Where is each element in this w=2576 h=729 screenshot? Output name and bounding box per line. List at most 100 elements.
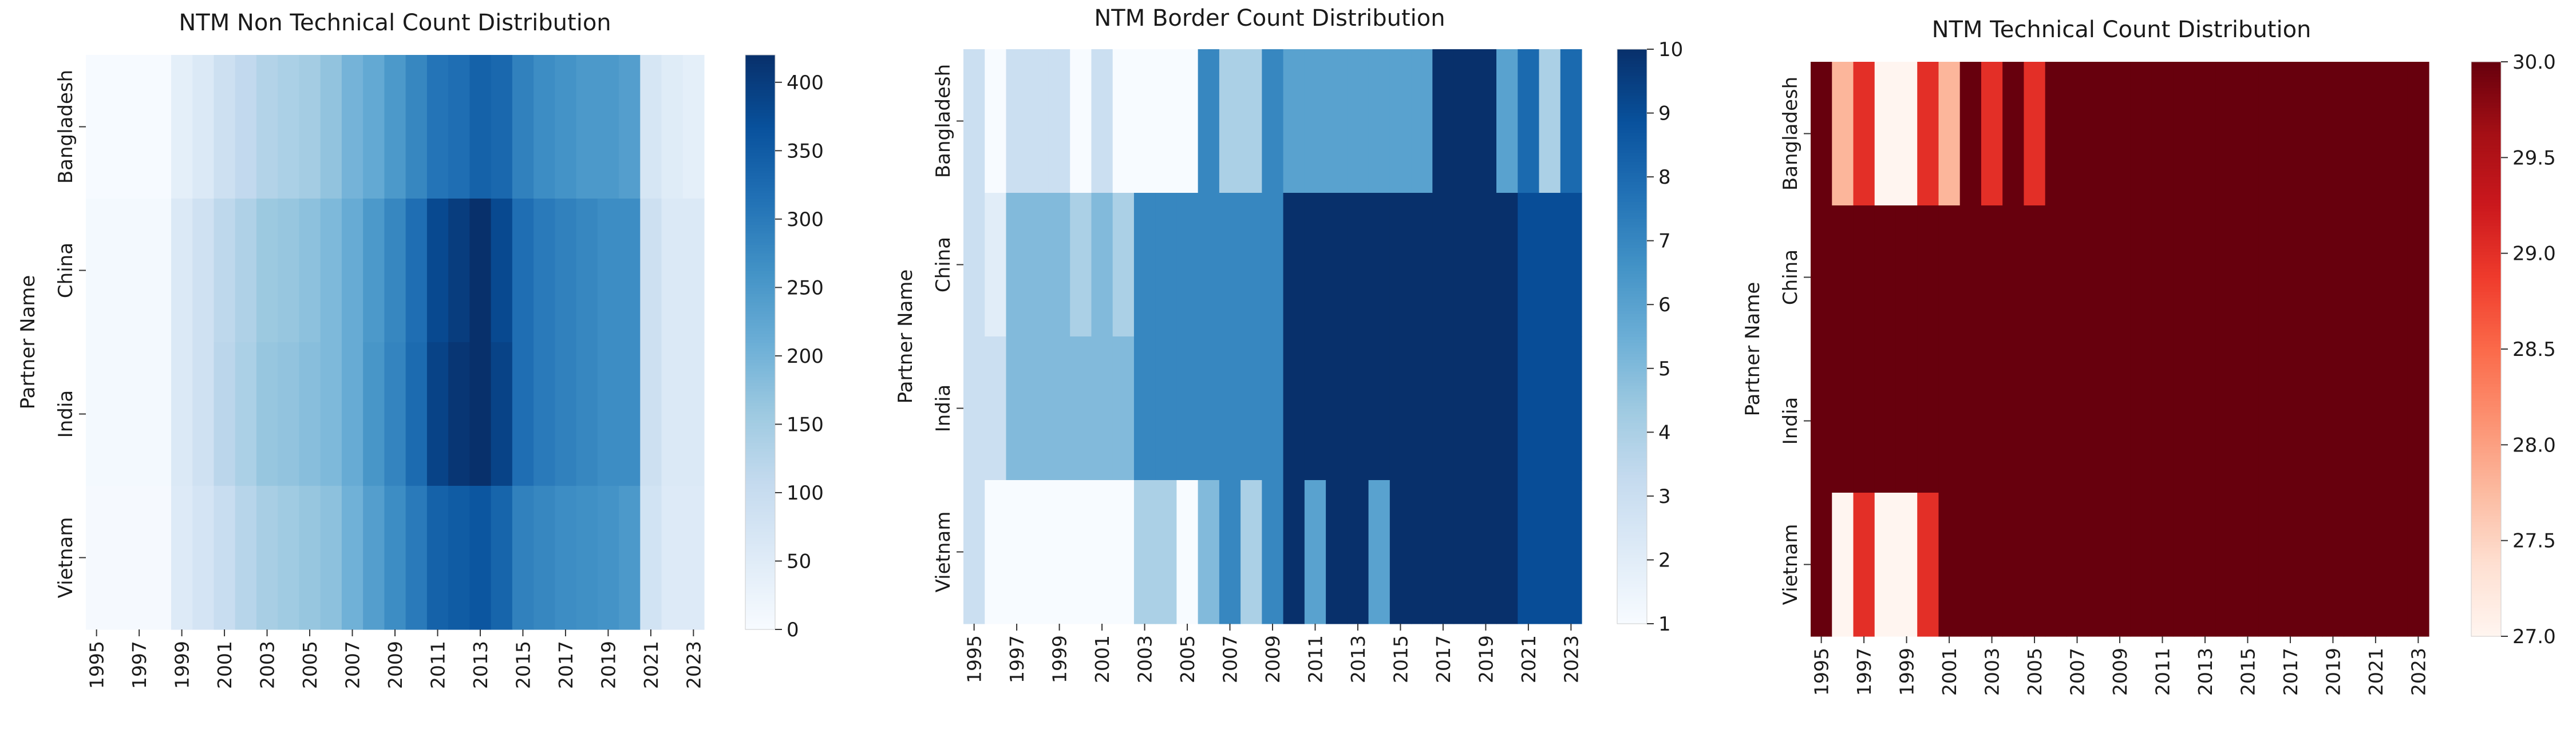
colorbar-segment (745, 319, 775, 323)
colorbar-segment (745, 204, 775, 208)
heatmap-cell (1112, 480, 1135, 624)
colorbar-segment (1617, 138, 1647, 142)
colorbar-segment (745, 239, 775, 243)
heatmap-cell (2301, 205, 2323, 350)
colorbar-segment (745, 566, 775, 570)
colorbar-segment (1617, 483, 1647, 486)
heatmap-cell (192, 486, 215, 630)
y-tick-label: Vietnam (54, 517, 77, 599)
colorbar-segment (745, 368, 775, 371)
colorbar-segment (1617, 296, 1647, 300)
y-axis-label: Partner Name (1741, 282, 1764, 417)
heatmap-cell (2237, 62, 2259, 206)
colorbar-segment (1617, 58, 1647, 61)
heatmap-cell (2279, 205, 2302, 350)
heatmap-cell (512, 486, 534, 630)
colorbar-segment (745, 169, 775, 173)
heatmap-cell (320, 55, 342, 199)
colorbar-segment (745, 442, 775, 446)
heatmap-cell (1304, 480, 1326, 624)
colorbar-segment (745, 304, 775, 308)
heatmap-cell (963, 49, 985, 193)
colorbar-segment (1617, 612, 1647, 616)
colorbar-segment (745, 397, 775, 401)
y-tick-label: Bangladesh (54, 70, 77, 184)
colorbar-segment (745, 115, 775, 119)
heatmap-cell (1347, 480, 1369, 624)
colorbar-segment (1617, 256, 1647, 260)
colorbar-segment (2471, 193, 2501, 197)
colorbar-segment (2471, 570, 2501, 574)
colorbar-segment (2471, 211, 2501, 215)
colorbar-segment (745, 563, 775, 567)
colorbar-segment (745, 192, 775, 196)
heatmap-cell (1006, 480, 1028, 624)
x-tick-label: 2003 (256, 641, 279, 689)
colorbar-segment (745, 365, 775, 369)
colorbar-segment (2471, 469, 2501, 473)
colorbar-tick-label: 100 (787, 482, 824, 505)
colorbar-segment (2471, 128, 2501, 132)
chart-title: NTM Border Count Distribution (1094, 5, 1445, 31)
colorbar-segment (1617, 164, 1647, 168)
colorbar-segment (2471, 110, 2501, 114)
heatmap-cell (2173, 349, 2195, 493)
colorbar-segment (2471, 401, 2501, 405)
heatmap-cell (384, 486, 406, 630)
colorbar-tick-label: 27.0 (2512, 625, 2556, 648)
heatmap-cell (1917, 62, 1939, 206)
colorbar-segment (2471, 113, 2501, 117)
colorbar-segment (745, 411, 775, 415)
heatmap-cell (2365, 349, 2387, 493)
colorbar-tick-label: 150 (787, 413, 824, 436)
colorbar-segment (1617, 259, 1647, 263)
colorbar-segment (745, 106, 775, 110)
colorbar-segment (1617, 448, 1647, 452)
heatmap-cell (1453, 49, 1476, 193)
heatmap-cell (1368, 480, 1390, 624)
colorbar-segment (745, 371, 775, 375)
colorbar-segment (1617, 368, 1647, 372)
heatmap-cell (1155, 49, 1178, 193)
x-tick-label: 1997 (1006, 635, 1028, 683)
heatmap-cell (1347, 49, 1369, 193)
colorbar-segment (2471, 493, 2501, 496)
colorbar-segment (745, 324, 775, 328)
heatmap-cell (235, 199, 257, 343)
colorbar-segment (2471, 133, 2501, 137)
colorbar-segment (1617, 572, 1647, 576)
colorbar-segment (745, 58, 775, 61)
colorbar-segment (2471, 412, 2501, 416)
colorbar-segment (1617, 75, 1647, 78)
colorbar-segment (1617, 408, 1647, 412)
heatmap-cell (1874, 493, 1897, 637)
heatmap-cell (1453, 336, 1476, 481)
heatmap-cells (1811, 62, 2429, 637)
x-tick-label: 2005 (299, 641, 321, 689)
heatmap-cell (1240, 49, 1262, 193)
colorbar-segment (1617, 600, 1647, 604)
heatmap-cell (1938, 62, 1961, 206)
heatmap-cell (1155, 336, 1178, 481)
heatmap-cell (1283, 480, 1305, 624)
heatmap-cell (128, 342, 151, 486)
colorbar-segment (745, 259, 775, 263)
colorbar-segment (1617, 149, 1647, 153)
colorbar-segment (745, 425, 775, 429)
heatmap-cell (963, 193, 985, 337)
colorbar-segment (745, 256, 775, 260)
heatmap-cell (1219, 49, 1241, 193)
heatmap-cell (1453, 193, 1476, 337)
colorbar-segment (1617, 262, 1647, 266)
colorbar-segment (1617, 307, 1647, 311)
colorbar-segment (2471, 205, 2501, 209)
heatmap-cell (640, 199, 662, 343)
colorbar-segment (745, 534, 775, 538)
colorbar-segment (2471, 286, 2501, 290)
heatmap-cell (2386, 349, 2408, 493)
colorbar-segment (1617, 227, 1647, 231)
colorbar-tick-label: 27.5 (2512, 530, 2556, 553)
colorbar-segment (2471, 621, 2501, 625)
colorbar-segment (745, 580, 775, 584)
colorbar-segment (2471, 225, 2501, 229)
